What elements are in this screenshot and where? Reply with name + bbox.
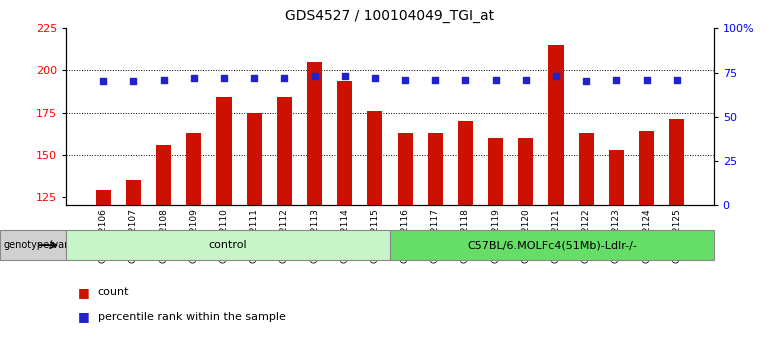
Bar	[156, 145, 171, 205]
Bar	[518, 138, 534, 205]
Point	[248, 75, 261, 81]
Point	[369, 75, 381, 81]
Point	[339, 73, 351, 79]
Bar	[639, 131, 654, 205]
Text: ■: ■	[78, 286, 90, 298]
Bar	[337, 81, 353, 205]
Point	[610, 77, 622, 82]
Bar	[669, 119, 684, 205]
Bar	[458, 121, 473, 205]
Bar	[548, 45, 563, 205]
Bar	[96, 190, 111, 205]
Point	[489, 77, 502, 82]
Bar	[427, 133, 443, 205]
Text: percentile rank within the sample: percentile rank within the sample	[98, 312, 285, 322]
Point	[550, 73, 562, 79]
Point	[187, 75, 200, 81]
Text: C57BL/6.MOLFc4(51Mb)-Ldlr-/-: C57BL/6.MOLFc4(51Mb)-Ldlr-/-	[467, 240, 636, 250]
Text: count: count	[98, 287, 129, 297]
Bar	[186, 133, 201, 205]
Bar	[246, 113, 262, 205]
Point	[218, 75, 230, 81]
Point	[97, 79, 109, 84]
Text: control: control	[209, 240, 247, 250]
Bar	[367, 111, 382, 205]
Bar	[398, 133, 413, 205]
Point	[308, 73, 321, 79]
Point	[399, 77, 411, 82]
Point	[671, 77, 683, 82]
Point	[580, 79, 593, 84]
Point	[640, 77, 653, 82]
Bar	[488, 138, 503, 205]
Bar	[217, 97, 232, 205]
Point	[127, 79, 140, 84]
Point	[158, 77, 170, 82]
Bar	[277, 97, 292, 205]
Bar	[126, 180, 141, 205]
Point	[519, 77, 532, 82]
Bar	[609, 150, 624, 205]
Text: GDS4527 / 100104049_TGI_at: GDS4527 / 100104049_TGI_at	[285, 9, 495, 23]
Point	[459, 77, 472, 82]
Bar	[307, 62, 322, 205]
Point	[278, 75, 291, 81]
Point	[429, 77, 441, 82]
Text: genotype/variation: genotype/variation	[3, 240, 96, 250]
Bar	[579, 133, 594, 205]
Text: ■: ■	[78, 310, 90, 323]
